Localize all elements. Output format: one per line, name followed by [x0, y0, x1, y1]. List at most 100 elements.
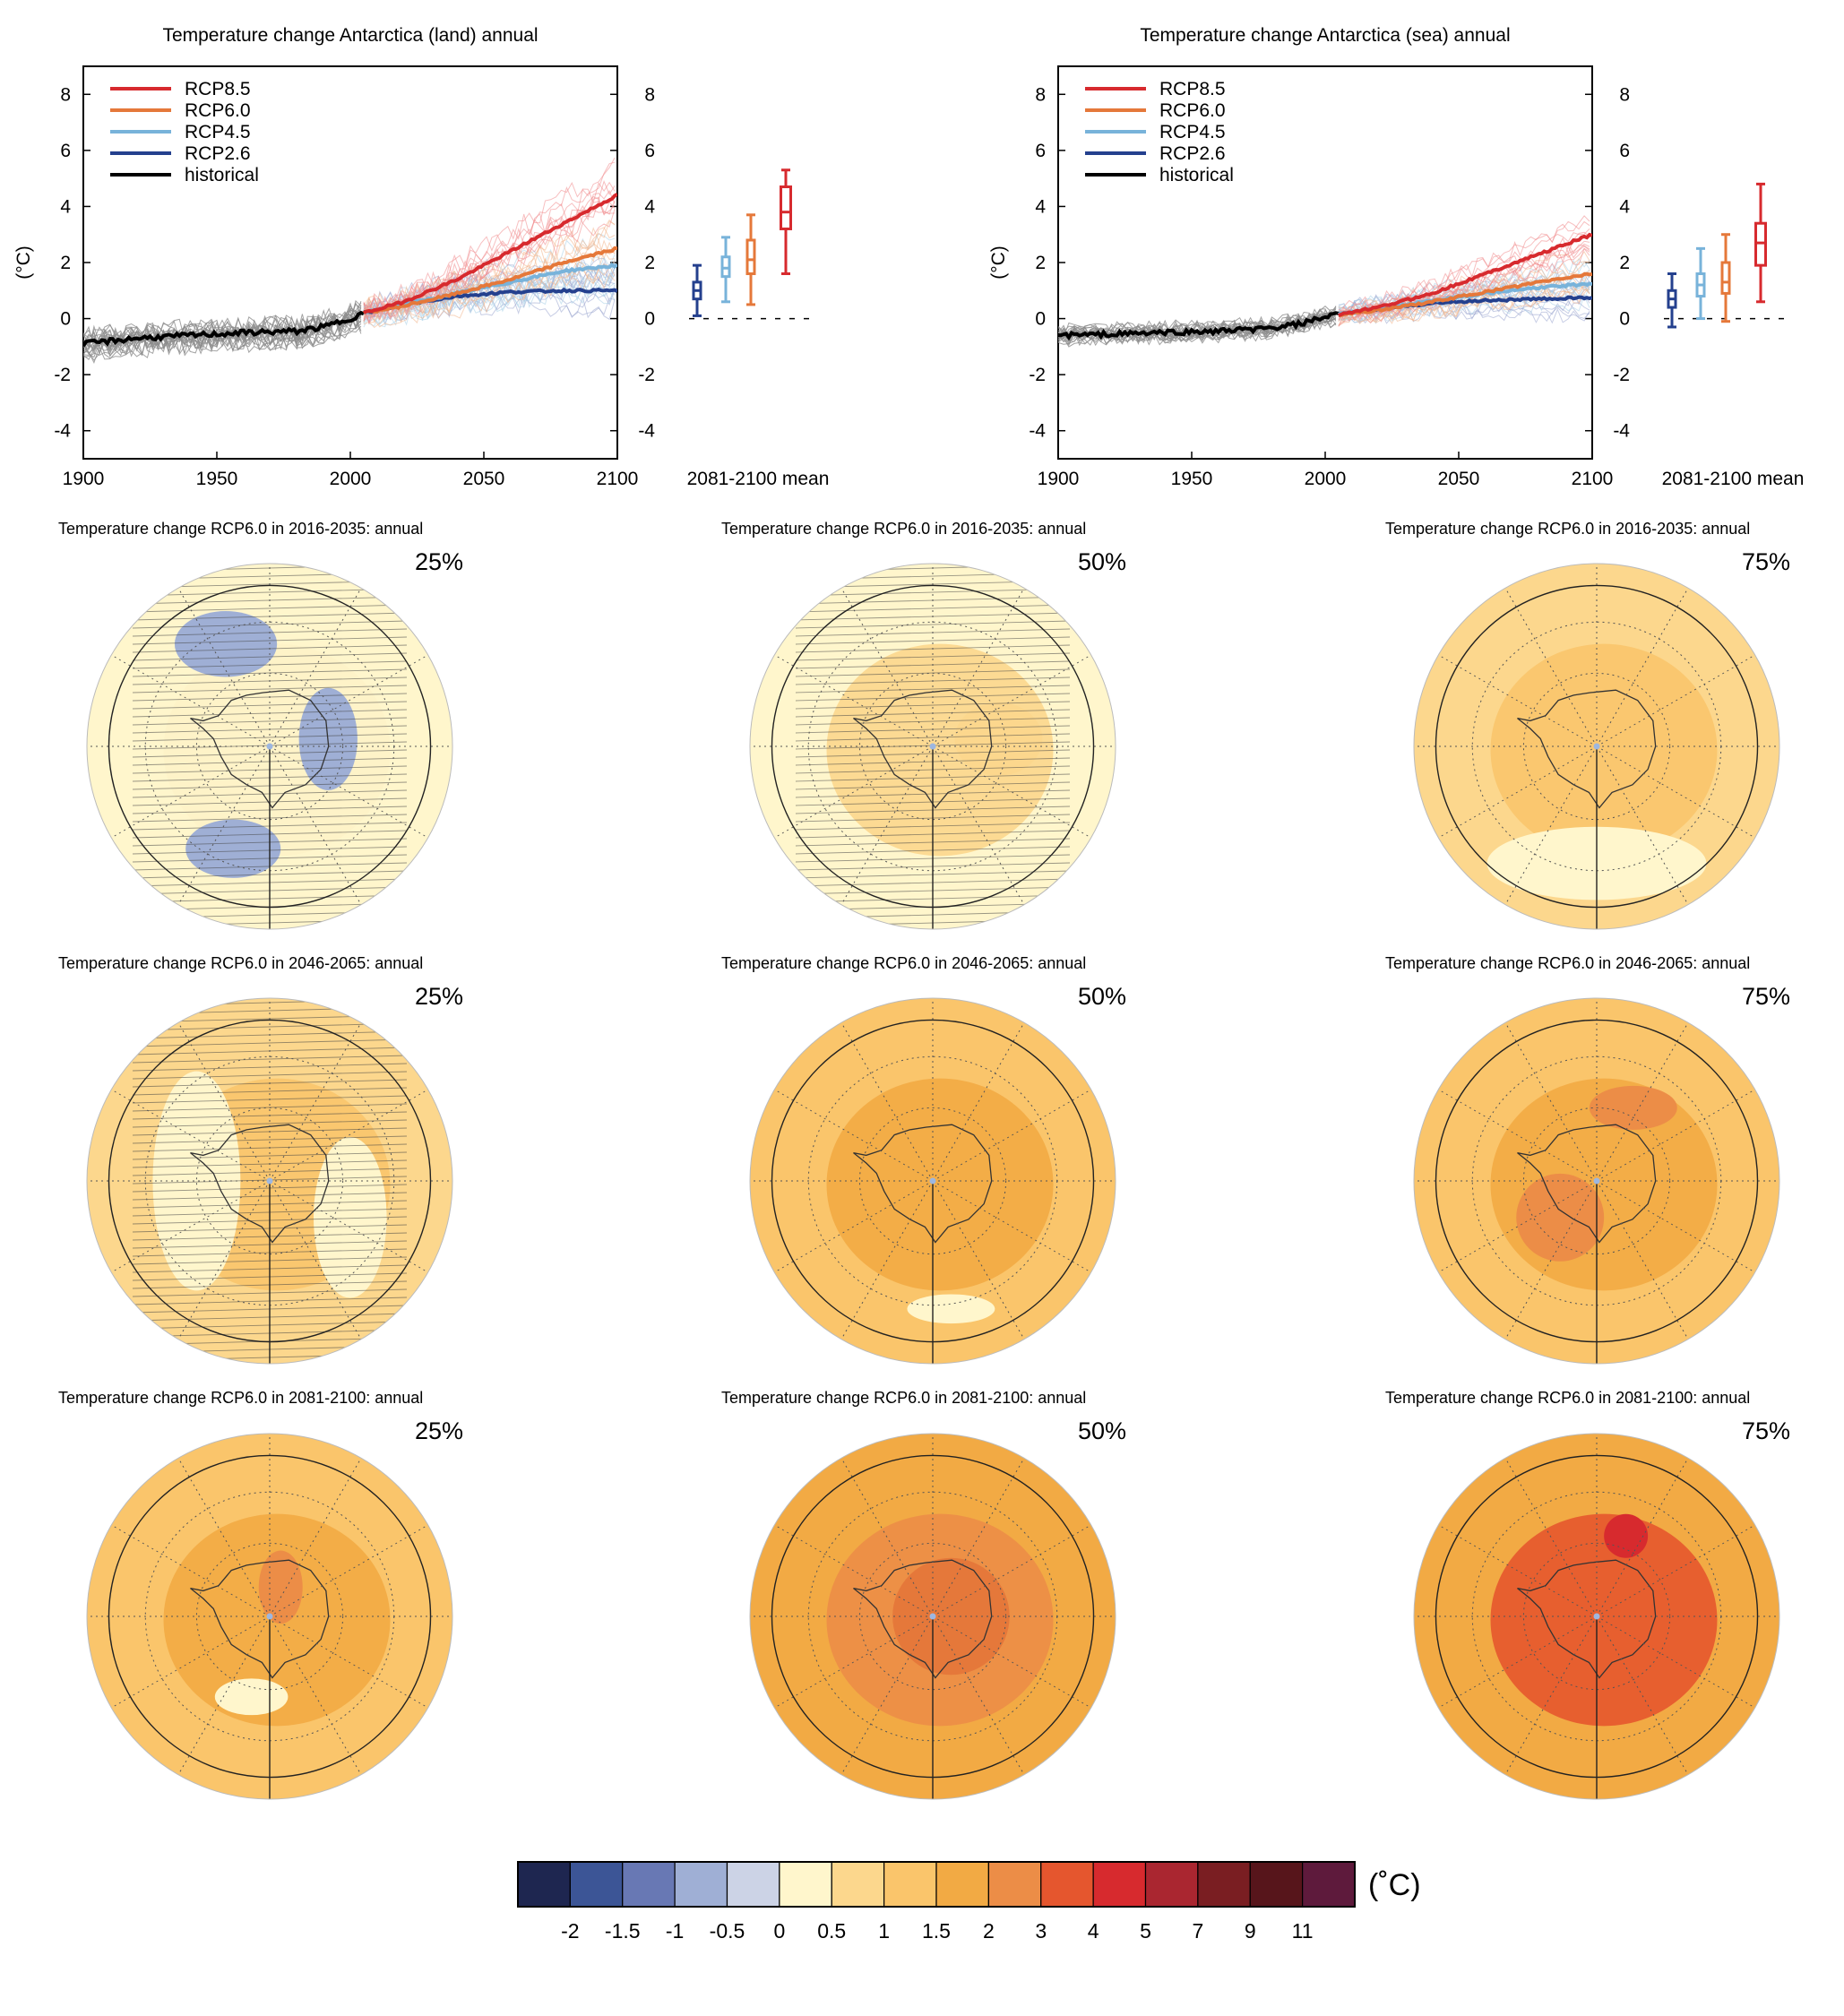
hatch-line: [132, 620, 408, 629]
meridian: [1596, 745, 1689, 905]
box-iqr: [720, 255, 731, 279]
scenario-member: [363, 242, 616, 323]
meridian: [269, 1458, 362, 1617]
colorbar-label: -1.5: [605, 1919, 641, 1943]
scenario-member: [363, 260, 616, 328]
colorbar-swatch: [517, 1861, 571, 1908]
map-edge: [749, 1433, 1116, 1800]
x-tick-label: 1950: [1171, 469, 1213, 489]
map-patch: [185, 819, 281, 878]
x-tick-label: 2000: [330, 469, 372, 489]
meridian: [1596, 1524, 1755, 1617]
colorbar-swatch: [674, 1861, 728, 1908]
map-title: Temperature change RCP6.0 in 2046-2065: …: [1385, 954, 1750, 972]
x-tick-label: 2000: [1305, 469, 1347, 489]
box-iqr: [1720, 261, 1731, 295]
meridian: [111, 1089, 271, 1182]
meridian: [932, 745, 1025, 905]
y-tick-label-right: 6: [1619, 141, 1630, 161]
map-edge: [86, 1433, 453, 1800]
colorbar-label: 9: [1245, 1919, 1256, 1943]
meridian: [1438, 745, 1598, 839]
scenario-member: [1338, 228, 1590, 315]
hatch-line: [132, 1135, 408, 1144]
x-tick-label: 1900: [1038, 469, 1080, 489]
polar-map: Temperature change RCP6.0 in 2081-2100: …: [721, 1389, 1126, 1800]
hatch-line: [132, 1119, 408, 1128]
timeseries-panel: Temperature change Antarctica (sea) annu…: [988, 25, 1804, 489]
meridian: [1438, 654, 1598, 747]
map-patch: [1604, 1513, 1649, 1558]
hatch-line: [795, 668, 1071, 677]
hatch-line: [133, 556, 407, 564]
map-edge: [749, 563, 1116, 930]
colorbar-swatch: [1144, 1861, 1199, 1908]
meridian: [111, 1615, 271, 1709]
hatch-line: [795, 685, 1071, 694]
legend-label: historical: [185, 165, 259, 185]
y-tick-label-right: -4: [1613, 421, 1630, 442]
legend-label: RCP6.0: [1159, 100, 1226, 121]
colorbar-label: -0.5: [710, 1919, 745, 1943]
scenario-member: [363, 219, 616, 315]
y-tick-label: 6: [60, 141, 71, 161]
meridian: [1596, 654, 1755, 747]
meridian: [932, 1180, 1091, 1273]
hatch-line: [132, 1103, 408, 1112]
hatch-line: [132, 998, 408, 999]
meridian: [269, 1615, 428, 1709]
historical-member: [1058, 313, 1337, 347]
meridian: [840, 1022, 934, 1182]
map-patch: [258, 1550, 303, 1624]
colorbar-swatch: [1302, 1861, 1356, 1908]
legend-label: RCP8.5: [185, 79, 251, 99]
hatch-line: [132, 1071, 408, 1080]
meridian: [932, 588, 1025, 747]
y-tick-label-right: -4: [638, 421, 655, 442]
meridian: [774, 1089, 934, 1182]
significance-hatching: [132, 998, 408, 1362]
meridian: [1438, 1180, 1598, 1273]
meridian: [1504, 1022, 1598, 1182]
map-edge: [1413, 563, 1780, 930]
colorbar-swatch: [935, 1861, 989, 1908]
hatch-line: [132, 685, 408, 694]
map-percentile: 75%: [1742, 983, 1790, 1010]
hatch-line: [132, 588, 408, 597]
box-iqr: [780, 185, 792, 230]
map-patch: [892, 1557, 1010, 1676]
meridian: [1504, 745, 1598, 905]
hatch-line: [132, 733, 408, 742]
y-tick-label-right: 4: [1619, 196, 1630, 217]
map-title: Temperature change RCP6.0 in 2046-2065: …: [721, 954, 1086, 972]
map-inner-region: [826, 1078, 1054, 1291]
meridian: [269, 745, 362, 905]
meridian: [932, 654, 1091, 747]
hatch-line: [795, 717, 1071, 726]
meridian: [269, 1089, 428, 1182]
meridian: [177, 745, 271, 905]
meridian: [1596, 1615, 1755, 1709]
hatch-line: [795, 620, 1071, 629]
colorbar-swatch: [1092, 1861, 1147, 1908]
meridian: [774, 1180, 934, 1273]
antarctica-coastline: [1517, 689, 1657, 809]
meridian: [1596, 1615, 1689, 1775]
colorbar-label: 5: [1140, 1919, 1151, 1943]
south-pole-marker: [266, 743, 273, 750]
polar-map: Temperature change RCP6.0 in 2081-2100: …: [58, 1389, 463, 1800]
scenario-member: [363, 263, 616, 329]
hatch-line: [795, 701, 1071, 710]
x-tick-label: 2050: [463, 469, 505, 489]
antarctica-coastline: [853, 1559, 993, 1679]
map-inner-region: [1490, 643, 1718, 857]
map-patch: [907, 1294, 995, 1324]
meridian: [932, 1524, 1091, 1617]
scenario-member: [1338, 245, 1590, 322]
meridian: [1504, 1458, 1598, 1617]
y-tick-label-right: 6: [644, 141, 655, 161]
map-edge: [1413, 997, 1780, 1365]
series-line-RCP6.0: [1338, 271, 1592, 317]
legend-label: RCP4.5: [1159, 122, 1226, 142]
